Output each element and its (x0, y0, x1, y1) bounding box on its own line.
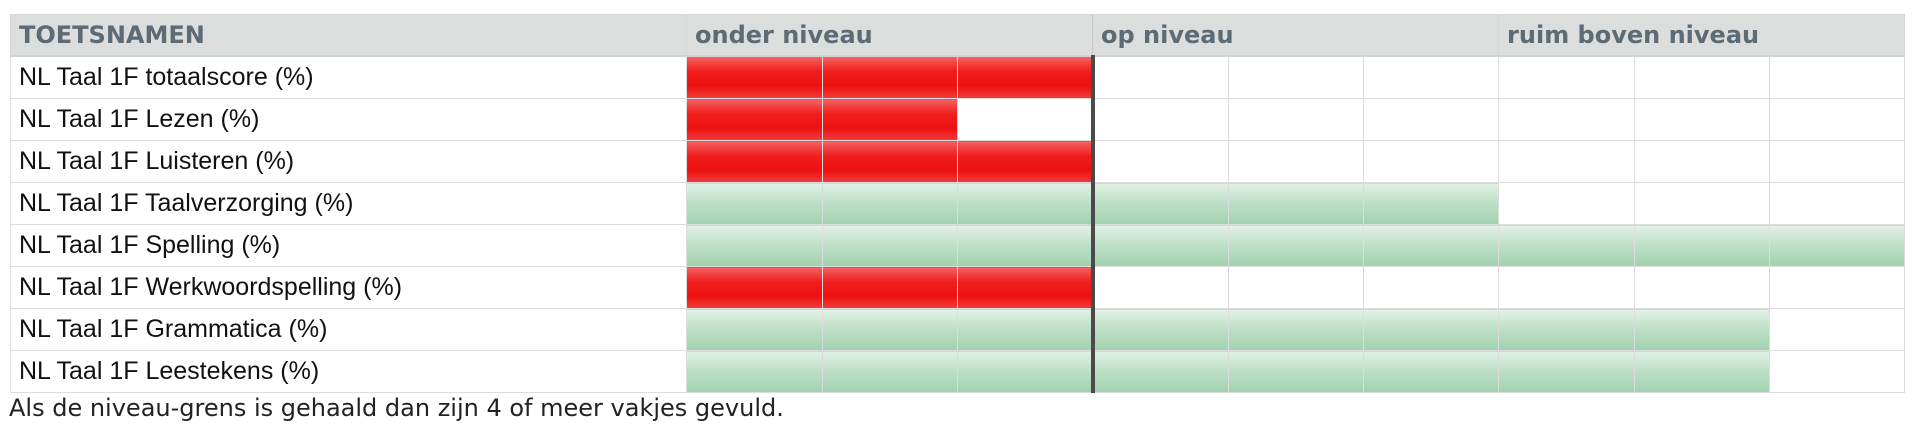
filled-box (686, 266, 823, 309)
filled-box (686, 308, 823, 351)
empty-box (1769, 266, 1906, 309)
filled-box (1228, 350, 1365, 393)
empty-box (1634, 182, 1771, 225)
test-name: NL Taal 1F Luisteren (%) (10, 140, 687, 183)
empty-box (1769, 140, 1906, 183)
header-op-niveau: op niveau (1092, 14, 1500, 57)
filled-box (956, 350, 1095, 393)
test-name: NL Taal 1F totaalscore (%) (10, 55, 687, 99)
filled-box (1092, 350, 1230, 393)
filled-box (956, 55, 1095, 99)
level-chart: TOETSNAMEN onder niveau op niveau ruim b… (10, 14, 1906, 393)
empty-box (1769, 98, 1906, 141)
filled-box (956, 224, 1095, 267)
filled-box (686, 98, 823, 141)
filled-box (1092, 224, 1230, 267)
filled-box (686, 224, 823, 267)
filled-box (1363, 224, 1500, 267)
filled-box (1228, 308, 1365, 351)
filled-box (822, 350, 958, 393)
filled-box (822, 224, 958, 267)
empty-box (1092, 140, 1230, 183)
filled-box (822, 55, 958, 99)
empty-box (1228, 140, 1365, 183)
empty-box (1498, 266, 1636, 309)
filled-box (686, 350, 823, 393)
filled-box (1228, 224, 1365, 267)
filled-box (956, 266, 1095, 309)
table-row: NL Taal 1F totaalscore (%) (10, 55, 1906, 99)
empty-box (1498, 140, 1636, 183)
empty-box (956, 98, 1095, 141)
filled-box (1498, 224, 1636, 267)
filled-box (1363, 308, 1500, 351)
empty-box (1092, 55, 1230, 99)
empty-box (1363, 266, 1500, 309)
test-name: NL Taal 1F Grammatica (%) (10, 308, 687, 351)
table-row: NL Taal 1F Lezen (%) (10, 98, 1906, 141)
filled-box (686, 182, 823, 225)
empty-box (1228, 98, 1365, 141)
filled-box (822, 266, 958, 309)
test-name: NL Taal 1F Lezen (%) (10, 98, 687, 141)
empty-box (1769, 182, 1906, 225)
header-ruim-boven-niveau: ruim boven niveau (1498, 14, 1906, 57)
filled-box (1363, 182, 1500, 225)
table-row: NL Taal 1F Spelling (%) (10, 224, 1906, 267)
test-name: NL Taal 1F Leestekens (%) (10, 350, 687, 393)
filled-box (1363, 350, 1500, 393)
empty-box (1363, 140, 1500, 183)
table-row: NL Taal 1F Leestekens (%) (10, 350, 1906, 393)
empty-box (1363, 55, 1500, 99)
empty-box (1769, 55, 1906, 99)
test-name: NL Taal 1F Werkwoordspelling (%) (10, 266, 687, 309)
filled-box (1498, 350, 1636, 393)
filled-box (822, 140, 958, 183)
filled-box (1769, 224, 1906, 267)
empty-box (1363, 98, 1500, 141)
filled-box (822, 98, 958, 141)
test-name: NL Taal 1F Taalverzorging (%) (10, 182, 687, 225)
filled-box (1092, 182, 1230, 225)
table-row: NL Taal 1F Werkwoordspelling (%) (10, 266, 1906, 309)
header-toetsnamen: TOETSNAMEN (10, 14, 687, 57)
filled-box (686, 55, 823, 99)
empty-box (1769, 308, 1906, 351)
level-table: TOETSNAMEN onder niveau op niveau ruim b… (10, 14, 1906, 393)
table-body: NL Taal 1F totaalscore (%) NL Taal 1F Lez… (10, 55, 1906, 393)
filled-box (1634, 224, 1771, 267)
empty-box (1634, 98, 1771, 141)
filled-box (686, 140, 823, 183)
empty-box (1228, 266, 1365, 309)
empty-box (1634, 266, 1771, 309)
table-row: NL Taal 1F Grammatica (%) (10, 308, 1906, 351)
empty-box (1228, 55, 1365, 99)
filled-box (1498, 308, 1636, 351)
filled-box (1228, 182, 1365, 225)
filled-box (956, 308, 1095, 351)
table-row: NL Taal 1F Luisteren (%) (10, 140, 1906, 183)
table-row: NL Taal 1F Taalverzorging (%) (10, 182, 1906, 225)
empty-box (1498, 98, 1636, 141)
empty-box (1634, 140, 1771, 183)
empty-box (1498, 182, 1636, 225)
empty-box (1634, 55, 1771, 99)
filled-box (822, 182, 958, 225)
header-onder-niveau: onder niveau (685, 14, 1094, 57)
filled-box (1092, 308, 1230, 351)
empty-box (1769, 350, 1906, 393)
filled-box (956, 140, 1095, 183)
header-row: TOETSNAMEN onder niveau op niveau ruim b… (10, 14, 1906, 57)
empty-box (1092, 98, 1230, 141)
filled-box (1634, 308, 1771, 351)
footer-note: Als de niveau-grens is gehaald dan zijn … (9, 394, 784, 422)
test-name: NL Taal 1F Spelling (%) (10, 224, 687, 267)
filled-box (956, 182, 1095, 225)
empty-box (1498, 55, 1636, 99)
filled-box (1634, 350, 1771, 393)
filled-box (822, 308, 958, 351)
empty-box (1092, 266, 1230, 309)
